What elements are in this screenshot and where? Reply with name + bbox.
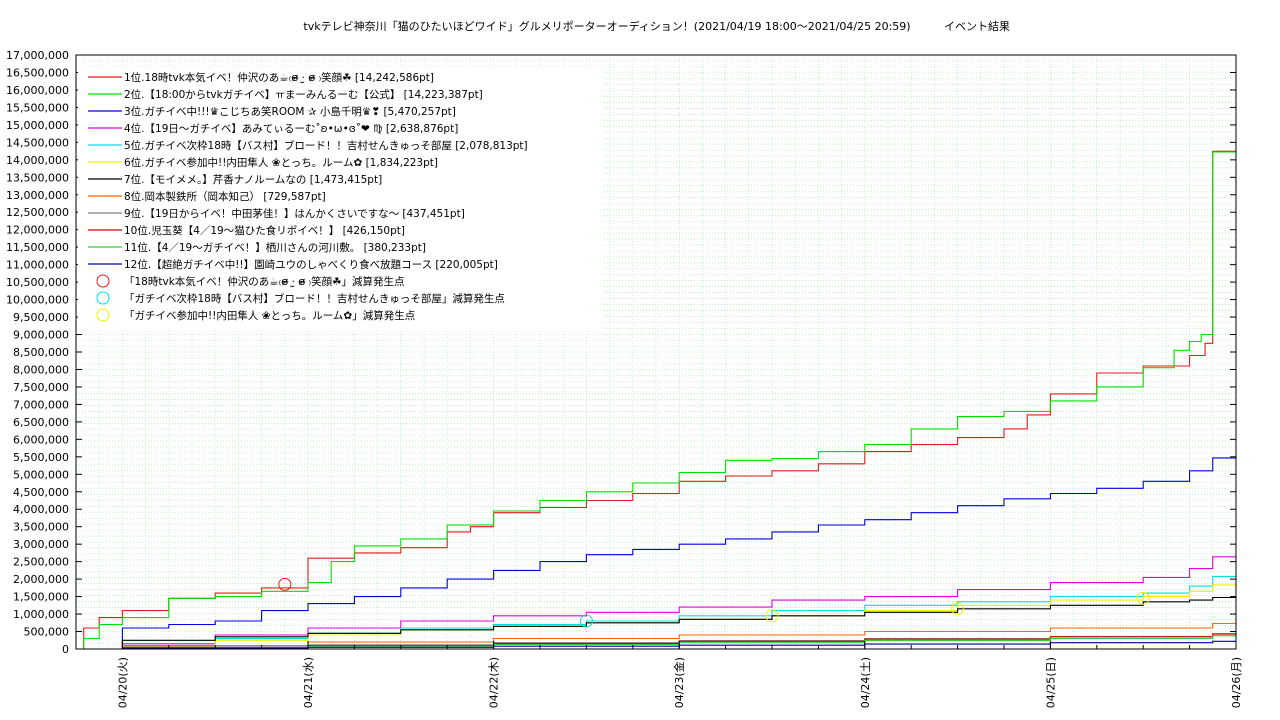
x-tick-label: 04/23(金) xyxy=(672,657,686,708)
y-tick-label: 12,500,000 xyxy=(6,206,69,219)
y-tick-label: 5,500,000 xyxy=(13,451,69,464)
legend-entry: 1位.18時tvk本気イベ！仲沢のあ☕︎₍ɞ̴̶̷ ·̫ ɞ̴̶̷ ₎笑顔☘ [… xyxy=(124,71,434,84)
subtraction-marker xyxy=(951,602,965,616)
y-tick-label: 4,000,000 xyxy=(13,503,69,516)
subtraction-marker xyxy=(1136,591,1150,605)
legend-marker xyxy=(96,308,110,322)
y-tick-label: 14,500,000 xyxy=(6,136,69,149)
y-tick-label: 16,000,000 xyxy=(6,84,69,97)
chart-subtitle: イベント結果 xyxy=(944,19,1010,33)
x-tick-label: 04/22(木) xyxy=(488,657,501,708)
y-tick-label: 5,000,000 xyxy=(13,468,69,481)
legend-entry: 12位.【超絶ガチイベ中!!】園崎ユウのしゃべくり食べ放題コース [220,00… xyxy=(124,258,498,271)
legend-entry: 4位.【19日〜ガチイベ】あみてぃるーむ˚ʚ•ω•ɞ˚❤ ♍ [2,638,87… xyxy=(124,122,458,135)
x-tick-label: 04/20(火) xyxy=(116,657,129,708)
y-tick-label: 10,500,000 xyxy=(6,276,69,289)
y-tick-label: 14,000,000 xyxy=(6,154,69,167)
y-tick-label: 11,500,000 xyxy=(6,241,69,254)
y-tick-label: 10,000,000 xyxy=(6,294,69,307)
y-tick-label: 2,000,000 xyxy=(13,573,69,586)
y-tick-label: 7,500,000 xyxy=(13,381,69,394)
series-line xyxy=(76,457,1236,650)
y-tick-label: 13,000,000 xyxy=(6,189,69,202)
y-tick-label: 1,500,000 xyxy=(13,591,69,604)
y-tick-label: 3,500,000 xyxy=(13,521,69,534)
subtraction-marker xyxy=(579,614,593,628)
y-tick-label: 6,000,000 xyxy=(13,433,69,446)
subtraction-markers xyxy=(278,577,1150,628)
y-tick-label: 15,500,000 xyxy=(6,101,69,114)
chart-title: tvkテレビ神奈川「猫のひたいほどワイド」グルメリポーターオーディション！(20… xyxy=(303,19,910,33)
legend-entry: 3位.ガチイベ中!!!♛こじちあ笑ROOM ✰ 小島千明♛❣ [5,470,25… xyxy=(124,105,456,118)
y-tick-label: 2,500,000 xyxy=(13,556,69,569)
subtraction-marker xyxy=(278,577,292,591)
legend-entry: 5位.ガチイベ次枠18時【バス村】ブロード！！吉村せんきゅっそ部屋 [2,078… xyxy=(124,139,528,152)
y-tick-label: 9,000,000 xyxy=(13,329,69,342)
series-line xyxy=(76,556,1236,650)
x-tick-label: 04/25(日) xyxy=(1044,657,1057,708)
y-tick-label: 1,000,000 xyxy=(13,608,69,621)
subtraction-marker xyxy=(765,609,779,623)
legend: 1位.18時tvk本気イベ！仲沢のあ☕︎₍ɞ̴̶̷ ·̫ ɞ̴̶̷ ₎笑顔☘ [… xyxy=(78,67,603,329)
y-tick-label: 7,000,000 xyxy=(13,398,69,411)
y-tick-label: 17,000,000 xyxy=(6,49,69,62)
legend-entry: 2位.【18:00からtvkガチイベ】ㅠまーみんるーむ【公式】 [14,223,… xyxy=(124,88,483,101)
legend-marker xyxy=(96,291,110,305)
legend-entry: 「ガチイベ次枠18時【バス村】ブロード！！吉村せんきゅっそ部屋」減算発生点 xyxy=(124,292,505,305)
x-tick-label: 04/26(月) xyxy=(1230,657,1243,708)
y-tick-label: 8,000,000 xyxy=(13,363,69,376)
series-line xyxy=(76,575,1236,650)
legend-entry: 6位.ガチイベ参加中!!内田隼人 ❀とっち。ルーム✿ [1,834,223pt] xyxy=(124,156,438,169)
legend-entry: 7位.【モイメメ。】芹香ナノルームなの [1,473,415pt] xyxy=(124,173,382,186)
legend-entry: 9位.【19日からイベ！中田茅佳！】はんかくさいですな〜 [437,451pt] xyxy=(124,207,465,220)
legend-entry: 10位.児玉葵【4／19〜猫ひた食リポイベ！】 [426,150pt] xyxy=(124,224,405,237)
y-tick-label: 11,000,000 xyxy=(6,259,69,272)
y-tick-label: 12,000,000 xyxy=(6,224,69,237)
y-tick-label: 3,000,000 xyxy=(13,538,69,551)
y-tick-label: 0 xyxy=(62,643,69,656)
y-tick-label: 500,000 xyxy=(24,626,70,639)
series-line xyxy=(76,151,1236,650)
y-tick-label: 16,500,000 xyxy=(6,66,69,79)
legend-background xyxy=(78,67,603,329)
legend-entry: 「ガチイベ参加中!!内田隼人 ❀とっち。ルーム✿」減算発生点 xyxy=(124,309,415,322)
legend-entry: 11位.【4／19〜ガチイベ！】栖川さんの河川敷。 [380,233pt] xyxy=(124,241,426,254)
y-tick-label: 15,000,000 xyxy=(6,119,69,132)
legend-entry: 「18時tvk本気イベ！仲沢のあ☕︎₍ɞ̴̶̷ ·̫ ɞ̴̶̷ ₎笑顔☘」減算発… xyxy=(124,275,405,288)
series-line xyxy=(76,596,1236,650)
series-line xyxy=(76,150,1236,650)
y-tick-label: 8,500,000 xyxy=(13,346,69,359)
y-tick-label: 13,500,000 xyxy=(6,171,69,184)
axes: 0 500,000 1,000,000 1,500,000 2,000,000 2,500… xyxy=(6,49,1243,708)
legend-entry: 8位.岡本製鉄所（岡本知己） [729,587pt] xyxy=(124,190,326,203)
y-tick-label: 6,500,000 xyxy=(13,416,69,429)
y-tick-label: 4,500,000 xyxy=(13,486,69,499)
x-tick-label: 04/24(土) xyxy=(859,657,872,708)
y-tick-label: 9,500,000 xyxy=(13,311,69,324)
legend-marker xyxy=(96,274,110,288)
x-tick-label: 04/21(水) xyxy=(302,657,315,708)
